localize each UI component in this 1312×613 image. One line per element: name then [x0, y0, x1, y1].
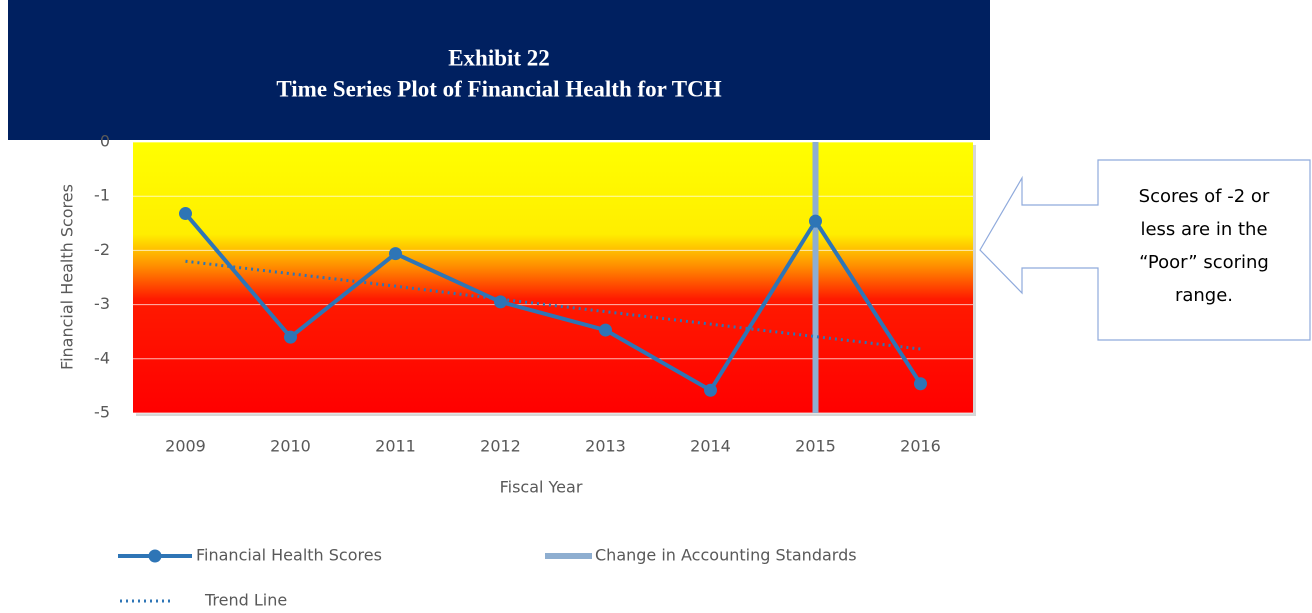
series-marker [284, 330, 297, 344]
x-tick-label: 2010 [270, 437, 311, 456]
series-marker [914, 377, 927, 391]
series-line [183, 212, 923, 393]
x-tick-label: 2009 [165, 437, 206, 456]
x-tick-label: 2015 [795, 437, 836, 456]
legend-label: Change in Accounting Standards [595, 546, 857, 565]
title-box [8, 0, 990, 140]
callout-arrow [979, 159, 1311, 341]
series-marker [704, 383, 717, 397]
y-axis-label: Financial Health Scores [58, 184, 77, 370]
plot-background [133, 142, 973, 413]
legend-swatch-marker [148, 549, 162, 563]
legend-label: Financial Health Scores [196, 546, 382, 565]
x-tick-label: 2012 [480, 437, 521, 456]
y-tick-label: -5 [94, 403, 110, 422]
y-tick-label: -4 [94, 348, 110, 367]
callout-text: Scores of -2 or [1139, 186, 1270, 207]
series-marker [599, 323, 612, 337]
x-tick-label: 2016 [900, 437, 941, 456]
y-tick-label: -3 [94, 294, 110, 313]
x-tick-label: 2013 [585, 437, 626, 456]
callout-text: “Poor” scoring [1139, 252, 1269, 273]
chart-subtitle: Time Series Plot of Financial Health for… [276, 76, 721, 101]
y-tick-label: -2 [94, 240, 110, 259]
callout-text: range. [1175, 285, 1233, 306]
series-marker [179, 207, 192, 221]
callout-text: less are in the [1140, 219, 1267, 240]
y-tick-label: 0 [100, 132, 110, 151]
chart-title: Exhibit 22 [448, 45, 550, 70]
legend-label: Trend Line [204, 591, 287, 610]
x-axis-label: Fiscal Year [500, 478, 583, 497]
series-marker [809, 214, 822, 228]
y-tick-label: -1 [94, 186, 110, 205]
x-tick-label: 2014 [690, 437, 731, 456]
x-tick-label: 2011 [375, 437, 416, 456]
series-marker [389, 247, 402, 261]
